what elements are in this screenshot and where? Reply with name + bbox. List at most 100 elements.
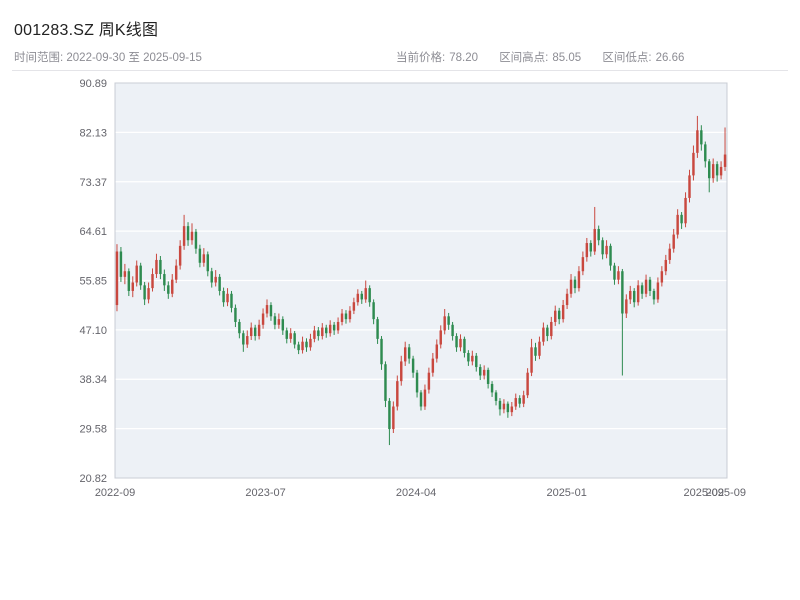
- candle: [518, 395, 521, 408]
- candle: [459, 334, 462, 352]
- candle: [171, 274, 174, 298]
- candle: [344, 310, 348, 324]
- candle: [498, 398, 502, 416]
- candle: [269, 302, 273, 321]
- candle: [700, 125, 703, 151]
- candle: [194, 228, 198, 254]
- candle: [672, 228, 675, 253]
- candle: [443, 308, 446, 335]
- candle: [546, 324, 549, 342]
- y-tick-label: 55.85: [79, 276, 107, 288]
- x-tick-label: 2022-09: [95, 487, 135, 499]
- candle: [534, 342, 537, 361]
- candle: [360, 290, 363, 304]
- x-tick-label: 2025-01: [546, 487, 586, 499]
- candle: [514, 393, 517, 410]
- page-title: 001283.SZ 周K线图: [14, 22, 159, 39]
- candle: [293, 330, 296, 349]
- candle: [210, 267, 213, 288]
- candle: [376, 316, 379, 344]
- candle: [115, 244, 119, 312]
- candle: [423, 384, 427, 410]
- candle: [372, 299, 375, 325]
- candle: [640, 282, 644, 299]
- candle: [561, 299, 565, 323]
- candle: [486, 367, 490, 389]
- candle: [605, 240, 608, 259]
- candle: [301, 336, 304, 354]
- candle: [135, 260, 138, 287]
- x-tick-label: 2025-09: [706, 487, 746, 499]
- candle: [289, 328, 292, 343]
- candle: [538, 336, 541, 360]
- candle: [198, 244, 202, 268]
- candle: [601, 237, 604, 260]
- candle: [174, 259, 178, 284]
- candle: [253, 324, 257, 341]
- candle: [321, 323, 324, 340]
- candle: [218, 274, 221, 296]
- candle: [719, 161, 723, 180]
- candle: [609, 243, 612, 271]
- candle: [328, 320, 332, 337]
- candle: [182, 214, 186, 250]
- candle: [696, 115, 699, 158]
- candle: [325, 324, 328, 338]
- candle: [542, 322, 545, 346]
- y-tick-label: 47.10: [79, 325, 107, 337]
- candle: [629, 285, 632, 304]
- range-high-label: 区间高点:: [499, 52, 549, 64]
- candle: [352, 297, 356, 315]
- candle: [467, 350, 470, 366]
- candle: [510, 402, 514, 417]
- candle: [202, 248, 206, 267]
- candle: [708, 159, 711, 193]
- candle: [573, 276, 577, 294]
- candle: [230, 290, 233, 313]
- candle: [419, 390, 423, 411]
- candle: [656, 277, 660, 303]
- x-tick-label: 2024-04: [396, 487, 436, 499]
- candle: [186, 222, 190, 246]
- candle: [277, 313, 281, 329]
- candle: [625, 294, 628, 319]
- candle: [597, 225, 600, 246]
- candle: [680, 212, 683, 229]
- candle: [151, 268, 154, 292]
- y-tick-label: 29.58: [79, 424, 107, 436]
- candle: [652, 288, 656, 305]
- candle: [139, 262, 142, 290]
- candle: [522, 390, 525, 408]
- candle: [400, 355, 403, 386]
- candle: [565, 288, 569, 309]
- candle: [439, 325, 442, 349]
- candle: [506, 401, 510, 418]
- range-low-stat: 区间低点: 26.66: [602, 49, 684, 65]
- candle: [530, 338, 533, 377]
- candle: [155, 253, 158, 278]
- candle: [396, 375, 399, 411]
- candle: [621, 268, 624, 376]
- candle: [143, 281, 146, 306]
- candle: [613, 262, 616, 285]
- candle: [159, 256, 162, 280]
- candle: [589, 240, 593, 257]
- candle: [305, 338, 308, 352]
- sub-header: 时间范围: 2022-09-30 至 2025-09-15 当前价格: 78.20…: [14, 49, 786, 65]
- candle: [281, 316, 285, 335]
- candle: [617, 266, 620, 285]
- candle: [313, 325, 316, 343]
- candle: [384, 361, 387, 408]
- range-high-value: 85.05: [552, 52, 582, 64]
- candle: [257, 319, 261, 340]
- candle: [364, 280, 367, 303]
- header-divider: [12, 70, 788, 71]
- candle: [392, 401, 395, 434]
- candle: [427, 367, 431, 394]
- candle: [265, 299, 269, 318]
- candle: [431, 352, 435, 377]
- candle: [704, 141, 707, 168]
- y-tick-label: 73.37: [79, 177, 107, 189]
- candle: [676, 209, 679, 239]
